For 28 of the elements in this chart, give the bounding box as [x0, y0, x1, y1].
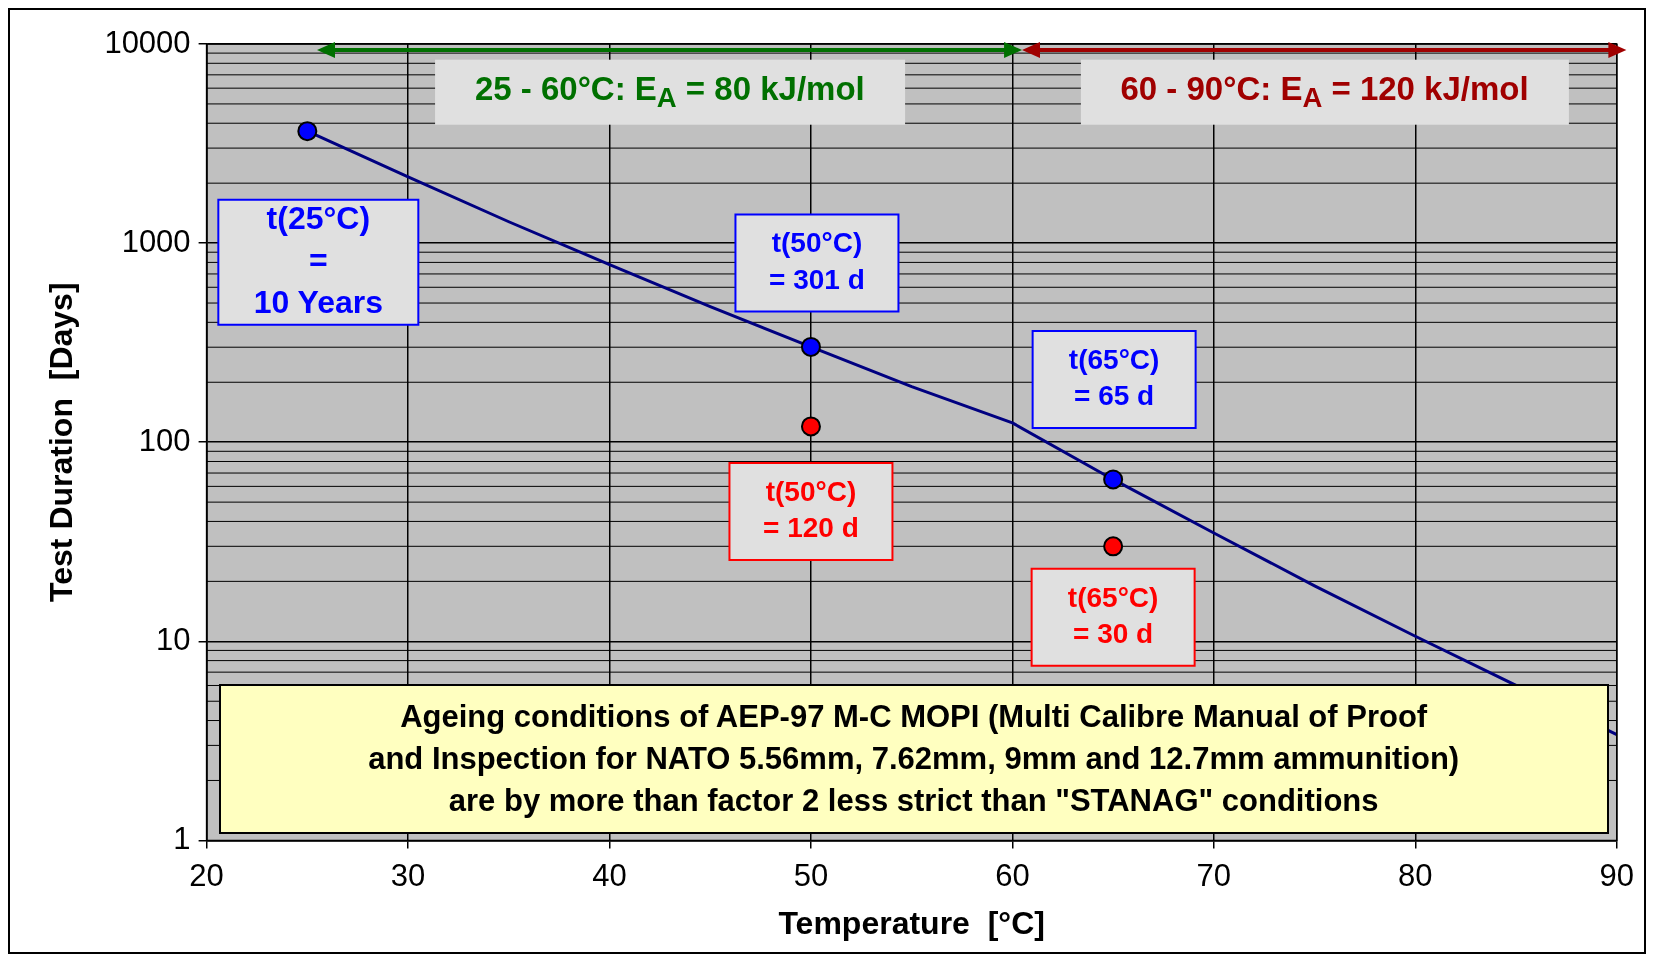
x-tick-label: 50 — [793, 857, 829, 893]
annotation: t(25°C) = 10 Years — [253, 200, 383, 320]
x-tick-label: 40 — [592, 857, 627, 893]
y-tick-label: 1000 — [121, 223, 191, 259]
x-tick-label: 80 — [1398, 857, 1433, 893]
annotation: t(65°C) = 65 d — [1068, 343, 1160, 412]
y-tick-label: 100 — [138, 422, 191, 458]
y-tick-label: 10 — [156, 621, 191, 657]
point — [297, 121, 318, 142]
note-panel: Ageing conditions of AEP-97 M-C MOPI (Multi Calibre Manual of Proof and Inspection for NATO 5.56mm, 7.62mm, 9mm and 12.7mm ammunition) are by more than factor 2 less strict than "STANAG" conditions — [218, 684, 1609, 835]
annotation: 25 - 60°C: E$_{A}$ = 80 kJ/mol — [434, 59, 905, 125]
point — [800, 336, 821, 357]
x-tick-label: 90 — [1599, 857, 1634, 893]
point — [1103, 536, 1124, 557]
x-tick-label: 70 — [1196, 857, 1232, 893]
x-axis-title: Temperature [°C] — [778, 904, 1045, 941]
point — [800, 416, 821, 437]
annotation: t(50°C) = 120 d — [763, 475, 859, 544]
y-tick-label: 10000 — [104, 24, 191, 60]
x-tick-label: 60 — [995, 857, 1030, 893]
annotation: t(65°C) = 30 d — [1067, 581, 1159, 650]
x-tick-label: 30 — [390, 857, 426, 893]
annotation: 60 - 90°C: E$_{A}$ = 120 kJ/mol — [1080, 59, 1569, 125]
y-axis-title: Test Duration [Days] — [43, 282, 80, 602]
point — [1103, 469, 1124, 490]
annotation: t(50°C) = 301 d — [769, 227, 865, 295]
x-tick-label: 20 — [189, 857, 224, 893]
y-tick-label: 1 — [173, 820, 191, 856]
